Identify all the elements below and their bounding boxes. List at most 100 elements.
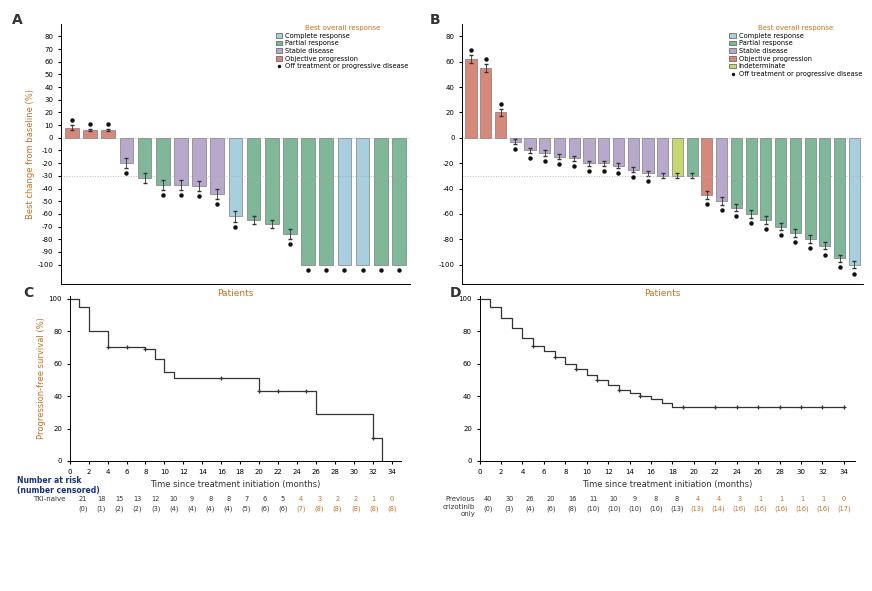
Text: 5: 5 xyxy=(281,496,285,502)
Bar xyxy=(466,59,476,138)
Bar xyxy=(265,138,278,224)
Bar xyxy=(524,138,535,151)
Bar xyxy=(119,138,133,163)
Text: D: D xyxy=(450,285,461,300)
Bar xyxy=(820,138,830,246)
Bar xyxy=(228,138,242,216)
Bar xyxy=(613,138,624,165)
Text: (16): (16) xyxy=(816,505,830,512)
Y-axis label: Best change from baseline (%): Best change from baseline (%) xyxy=(25,89,35,219)
Text: 4: 4 xyxy=(299,496,303,502)
Text: (5): (5) xyxy=(242,505,251,512)
Text: (7): (7) xyxy=(296,505,306,512)
Text: (8): (8) xyxy=(369,505,378,512)
Text: 4: 4 xyxy=(717,496,720,502)
Text: 3: 3 xyxy=(317,496,322,502)
Bar xyxy=(672,138,683,176)
Bar xyxy=(716,138,727,201)
Text: C: C xyxy=(24,285,34,300)
Bar xyxy=(657,138,668,176)
Text: 1: 1 xyxy=(780,496,783,502)
Bar xyxy=(174,138,187,185)
Text: (4): (4) xyxy=(206,505,215,512)
Text: (16): (16) xyxy=(732,505,746,512)
Bar xyxy=(849,138,860,265)
Text: 10: 10 xyxy=(610,496,618,502)
Text: B: B xyxy=(430,13,440,27)
Text: 26: 26 xyxy=(526,496,535,502)
Bar xyxy=(598,138,610,163)
Text: (number censored): (number censored) xyxy=(17,486,100,495)
Bar xyxy=(760,138,772,220)
Y-axis label: Progression-free survival (%): Progression-free survival (%) xyxy=(37,317,46,439)
X-axis label: Patients: Patients xyxy=(644,289,681,298)
Text: (0): (0) xyxy=(78,505,87,512)
Text: (8): (8) xyxy=(351,505,360,512)
Text: (13): (13) xyxy=(691,505,705,512)
Bar xyxy=(686,138,698,176)
Text: 8: 8 xyxy=(675,496,678,502)
Text: (10): (10) xyxy=(649,505,663,512)
Text: (4): (4) xyxy=(223,505,233,512)
Bar xyxy=(302,138,315,265)
Bar xyxy=(283,138,296,234)
Text: 1: 1 xyxy=(371,496,376,502)
Bar xyxy=(480,68,491,138)
Text: A: A xyxy=(12,13,23,27)
Bar xyxy=(628,138,639,170)
Bar xyxy=(701,138,712,195)
Bar xyxy=(65,128,78,138)
Bar xyxy=(495,112,506,138)
Bar xyxy=(805,138,815,239)
Text: Number at risk: Number at risk xyxy=(17,476,82,485)
Text: 8: 8 xyxy=(226,496,230,502)
Text: (10): (10) xyxy=(586,505,600,512)
Text: (1): (1) xyxy=(96,505,106,512)
Legend: Complete response, Partial response, Stable disease, Objective progression, Inde: Complete response, Partial response, Sta… xyxy=(729,25,862,77)
Bar xyxy=(539,138,550,153)
Text: 1: 1 xyxy=(821,496,825,502)
Bar xyxy=(835,138,845,258)
Text: 10: 10 xyxy=(169,496,178,502)
Text: (10): (10) xyxy=(628,505,642,512)
Text: 1: 1 xyxy=(759,496,762,502)
Text: only: only xyxy=(460,511,475,517)
Bar xyxy=(731,138,742,207)
Text: (8): (8) xyxy=(387,505,397,512)
Bar xyxy=(356,138,370,265)
Bar xyxy=(775,138,787,226)
Bar xyxy=(583,138,595,163)
Text: 2: 2 xyxy=(336,496,339,502)
Text: 1: 1 xyxy=(800,496,804,502)
Bar xyxy=(84,130,97,138)
Text: 12: 12 xyxy=(152,496,160,502)
Text: 2: 2 xyxy=(353,496,358,502)
Text: Previous: Previous xyxy=(446,496,475,502)
Text: 7: 7 xyxy=(244,496,249,502)
Text: (16): (16) xyxy=(774,505,788,512)
Text: (2): (2) xyxy=(114,505,124,512)
Bar xyxy=(247,138,261,220)
Text: 0: 0 xyxy=(842,496,846,502)
Text: (3): (3) xyxy=(151,505,160,512)
Bar xyxy=(210,138,224,194)
Text: 21: 21 xyxy=(78,496,87,502)
Text: 0: 0 xyxy=(390,496,394,502)
Text: (16): (16) xyxy=(795,505,809,512)
Text: (8): (8) xyxy=(568,505,576,512)
Text: TKI-naive: TKI-naive xyxy=(33,496,65,502)
Text: (3): (3) xyxy=(505,505,514,512)
Bar xyxy=(101,130,115,138)
Text: 11: 11 xyxy=(589,496,597,502)
Bar xyxy=(790,138,801,233)
Bar xyxy=(392,138,405,265)
Bar xyxy=(510,138,521,142)
Text: (13): (13) xyxy=(670,505,684,512)
Text: (14): (14) xyxy=(712,505,726,512)
Text: (8): (8) xyxy=(333,505,342,512)
Text: 9: 9 xyxy=(633,496,637,502)
Text: (2): (2) xyxy=(133,505,142,512)
Text: (16): (16) xyxy=(753,505,767,512)
Text: 18: 18 xyxy=(97,496,106,502)
Bar xyxy=(569,138,580,158)
